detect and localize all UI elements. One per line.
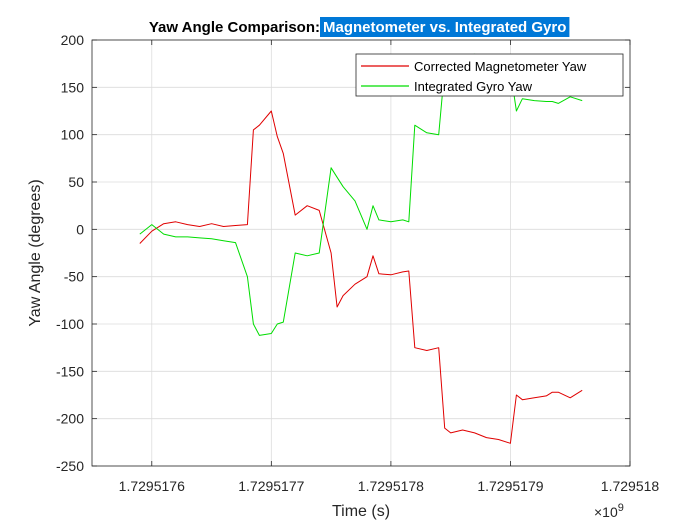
y-tick-label: -50	[64, 269, 84, 285]
chart-title-highlight-background	[320, 17, 570, 37]
x-axis-exponent-base: ×10	[594, 504, 618, 520]
y-tick-label: -250	[56, 458, 84, 474]
axes-frame	[91, 39, 631, 467]
legend-box	[355, 53, 624, 97]
legend-label-magnetometer: Corrected Magnetometer Yaw	[414, 59, 587, 74]
chart-title: Yaw Angle Comparison:	[149, 19, 320, 36]
legend: Corrected Magnetometer Yaw Integrated Gy…	[355, 53, 624, 97]
y-axis-label: Yaw Angle (degrees)	[27, 179, 44, 326]
y-tick-label: -150	[56, 363, 84, 379]
x-axis-exponent: ×109	[594, 502, 624, 520]
x-axis-label: Time (s)	[332, 503, 390, 520]
y-tick-label: 150	[61, 79, 85, 95]
axis-ticks: -250 -200 -150 -100 -50 0 50 100 150 200 1.7295176…	[56, 32, 659, 494]
x-tick-label: 1.729518	[601, 478, 660, 494]
series-line-magnetometer	[139, 110, 583, 444]
y-tick-label: 50	[68, 174, 84, 190]
x-tick-label: 1.7295177	[238, 478, 304, 494]
y-tick-label: 100	[61, 127, 85, 143]
y-tick-label: 200	[61, 32, 85, 48]
y-tick-label: -200	[56, 411, 84, 427]
x-axis-exponent-power: 9	[618, 502, 624, 514]
x-tick-label: 1.7295178	[358, 478, 424, 494]
y-tick-label: -100	[56, 316, 84, 332]
x-tick-label: 1.7295179	[477, 478, 543, 494]
plot-area	[92, 40, 630, 466]
legend-label-gyro: Integrated Gyro Yaw	[414, 79, 533, 94]
y-tick-label: 0	[76, 221, 84, 237]
chart-title-highlight: Magnetometer vs. Integrated Gyro	[323, 19, 566, 36]
x-tick-label: 1.7295176	[119, 478, 185, 494]
